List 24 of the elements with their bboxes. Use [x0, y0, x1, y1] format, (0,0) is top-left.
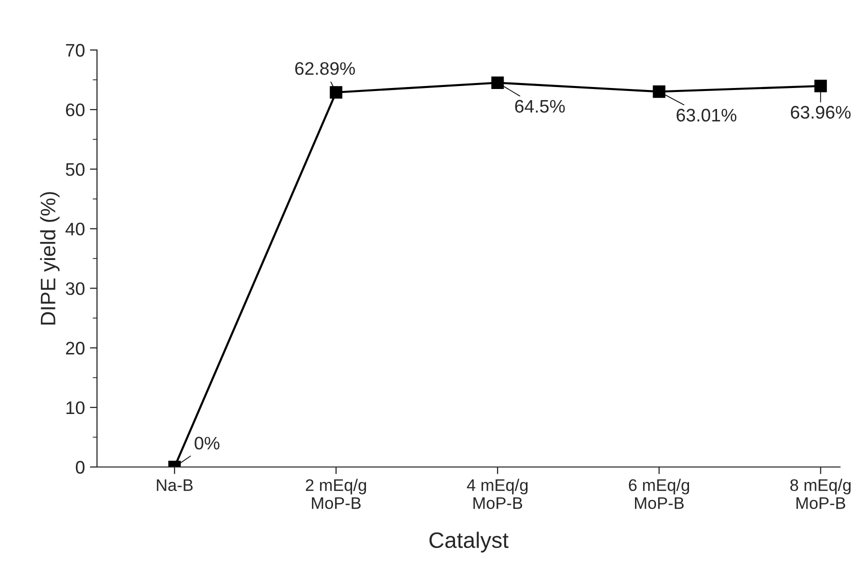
x-tick-label: Na-B [156, 479, 193, 492]
x-tick-label: 4 mEq/g MoP-B [466, 478, 528, 509]
point [330, 86, 342, 99]
y-tick-label: 10 [66, 401, 84, 414]
y-tick-label: 60 [66, 104, 84, 116]
x-tick-label: 2 mEq/g MoP-B [306, 478, 366, 509]
y-tick-label: 20 [66, 342, 84, 355]
data-label: 0% [194, 436, 220, 450]
y-axis-title: DIPE yield (%) [40, 192, 60, 325]
y-tick-label: 0 [76, 460, 84, 474]
x-tick-label: 6 mEq/g MoP-B [628, 478, 690, 509]
point [491, 76, 504, 90]
y-tick-label: 40 [66, 222, 84, 236]
y-tick-label: 50 [66, 163, 84, 176]
data-label: 63.01% [676, 108, 736, 122]
point [814, 80, 827, 92]
data-label: 62.89% [295, 62, 355, 75]
point [652, 85, 666, 98]
y-tick-label: 70 [66, 44, 84, 57]
x-tick-label: 8 mEq/g MoP-B [790, 478, 851, 509]
data-label: 63.96% [790, 106, 851, 119]
x-axis-title: Catalyst [429, 532, 508, 552]
data-label: 64.5% [515, 100, 565, 113]
y-tick-label: 30 [66, 282, 84, 296]
